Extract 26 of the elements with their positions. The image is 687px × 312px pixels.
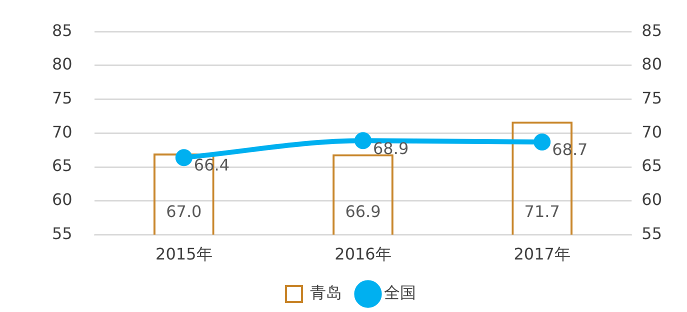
y2-tick-label: 80 <box>642 54 662 74</box>
y2-tick-label: 60 <box>642 190 662 210</box>
y-tick-label: 75 <box>52 88 72 108</box>
y-tick-label: 60 <box>52 190 72 210</box>
y2-tick-label: 85 <box>642 20 662 40</box>
y-tick-label: 65 <box>52 156 72 176</box>
y-tick-label: 70 <box>52 122 72 142</box>
data-label: 68.9 <box>373 138 409 158</box>
x-tick-label: 2015年 <box>156 244 212 264</box>
x-tick-label: 2017年 <box>514 244 570 264</box>
y-tick-label: 80 <box>52 54 72 74</box>
point <box>175 149 192 166</box>
y2-tick-label: 65 <box>642 156 662 176</box>
y-tick-label: 85 <box>52 20 72 40</box>
y2-tick-label: 70 <box>642 122 662 142</box>
point <box>354 132 372 150</box>
data-label: 66.9 <box>345 202 381 221</box>
y-tick-label: 55 <box>52 224 72 243</box>
data-label: 67.0 <box>166 202 202 221</box>
data-label: 71.7 <box>524 202 560 221</box>
y2-tick-label: 75 <box>642 88 662 108</box>
legend-label: 全国 <box>384 283 416 302</box>
y2-tick-label: 55 <box>642 224 662 243</box>
point <box>534 134 551 151</box>
x-tick-label: 2016年 <box>334 244 392 264</box>
legend-label: 青岛 <box>310 283 342 302</box>
